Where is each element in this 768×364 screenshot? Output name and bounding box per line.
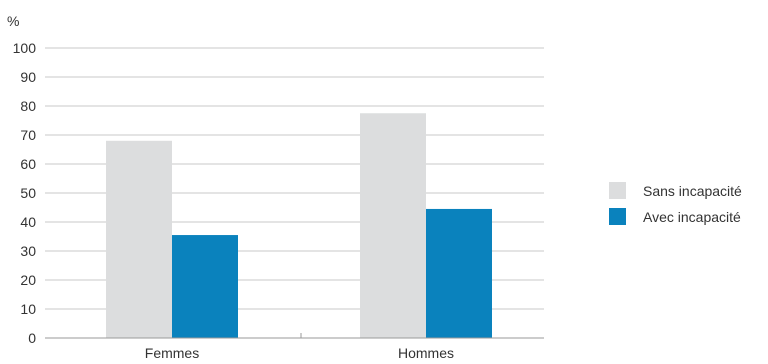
bar-femmes-avec-incapacite (172, 235, 238, 338)
y-axis-unit-label: % (7, 13, 19, 29)
legend-swatch (609, 208, 626, 225)
y-tick-labels: 0 10 20 30 40 50 60 70 80 90 100 (13, 40, 37, 346)
legend-label: Sans incapacité (643, 183, 742, 199)
y-tick-label: 40 (20, 214, 36, 230)
y-tick-label: 0 (28, 330, 36, 346)
y-tick-label: 10 (20, 301, 36, 317)
y-tick-label: 20 (20, 272, 36, 288)
y-tick-label: 60 (20, 156, 36, 172)
y-tick-label: 80 (20, 98, 36, 114)
bars (106, 113, 492, 338)
y-tick-label: 50 (20, 185, 36, 201)
legend: Sans incapacité Avec incapacité (609, 182, 742, 225)
y-tick-label: 90 (20, 69, 36, 85)
bar-hommes-avec-incapacite (426, 208, 492, 338)
x-tick-label: Hommes (398, 345, 454, 361)
y-tick-label: 30 (20, 243, 36, 259)
bar-hommes-sans-incapacite (360, 113, 426, 338)
legend-label: Avec incapacité (643, 209, 741, 225)
bar-femmes-sans-incapacite (106, 140, 172, 338)
x-tick-label: Femmes (145, 345, 199, 361)
x-tick-labels: Femmes Hommes (145, 345, 454, 361)
y-tick-label: 100 (13, 40, 37, 56)
y-tick-label: 70 (20, 127, 36, 143)
legend-swatch (609, 182, 626, 199)
